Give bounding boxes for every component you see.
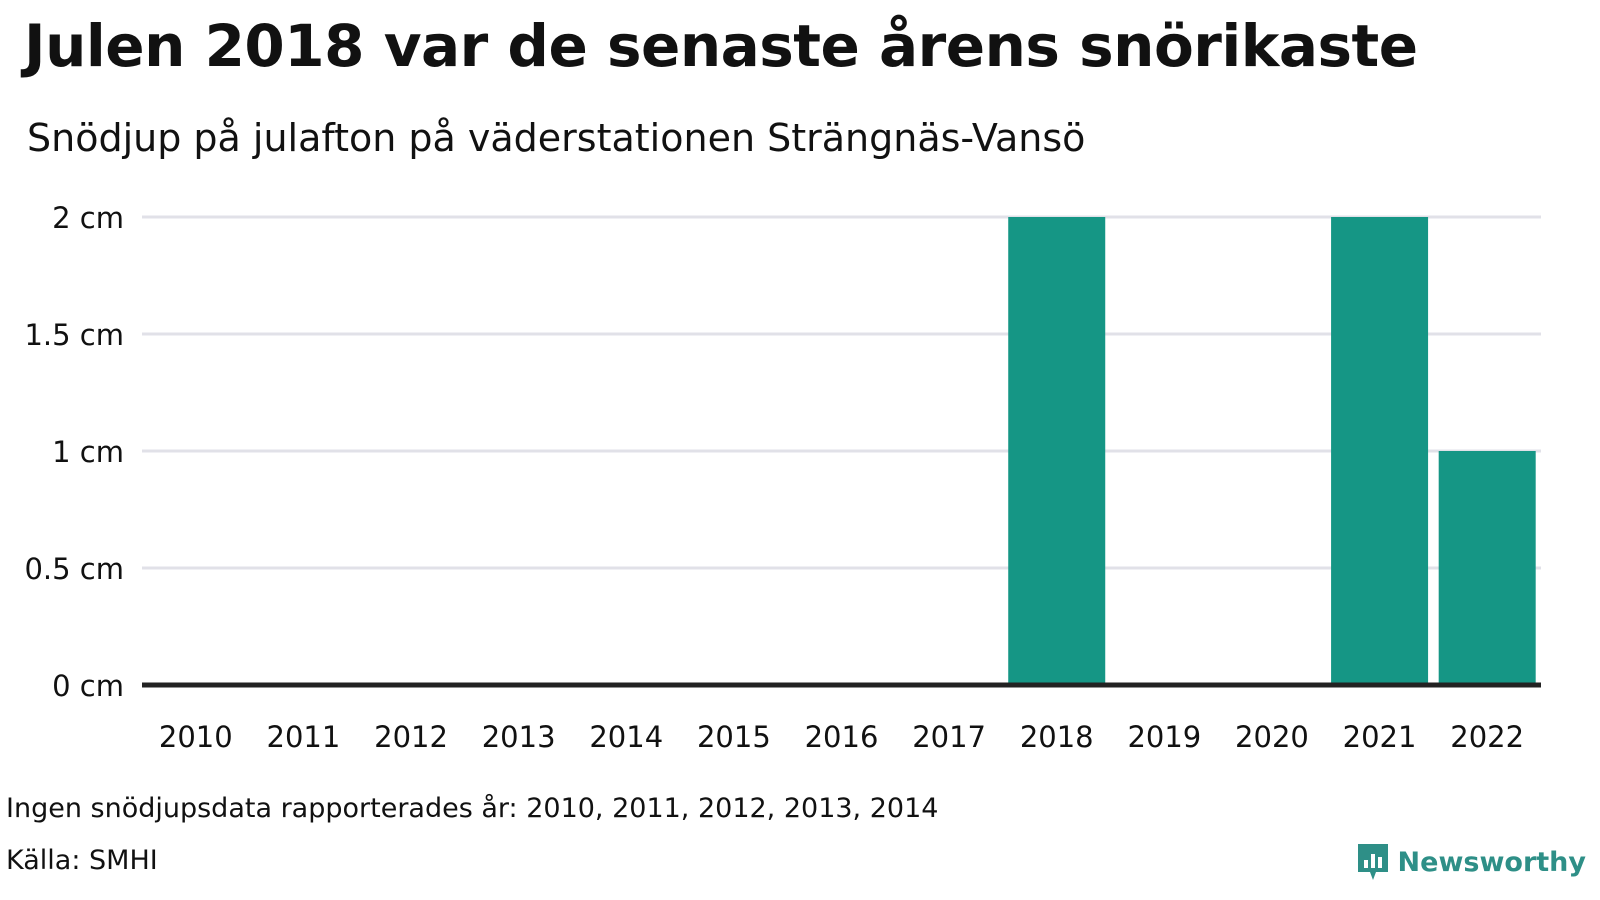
chart-title: Julen 2018 var de senaste årens snörikas… <box>24 12 1418 80</box>
x-tick-label: 2013 <box>482 720 556 754</box>
y-tick-label: 1 cm <box>52 435 124 469</box>
x-tick-label: 2015 <box>697 720 771 754</box>
y-tick-label: 0.5 cm <box>24 552 124 586</box>
x-tick-label: 2019 <box>1127 720 1201 754</box>
brand-name: Newsworthy <box>1397 846 1586 878</box>
axes: 0 cm 0.5 cm 1 cm 1.5 cm 2 cm 2010 2011 2012 2013… <box>24 201 1541 754</box>
bars <box>1008 217 1536 685</box>
x-tick-label: 2017 <box>912 720 986 754</box>
bar-2018 <box>1008 217 1106 685</box>
newsworthy-logo-icon <box>1357 844 1388 880</box>
bar-2021 <box>1331 217 1429 685</box>
y-tick-label: 1.5 cm <box>24 318 124 352</box>
x-tick-label: 2018 <box>1020 720 1094 754</box>
x-tick-label: 2012 <box>374 720 448 754</box>
y-tick-label: 2 cm <box>52 201 124 235</box>
x-tick-label: 2016 <box>805 720 879 754</box>
x-tick-label: 2020 <box>1235 720 1309 754</box>
missing-data-note: Ingen snödjupsdata rapporterades år: 201… <box>6 793 939 824</box>
x-tick-label: 2010 <box>159 720 233 754</box>
bar-chart: 0 cm 0.5 cm 1 cm 1.5 cm 2 cm 2010 2011 2012 2013… <box>24 201 1541 754</box>
bar-2022 <box>1438 451 1536 685</box>
y-tick-label: 0 cm <box>52 669 124 703</box>
x-tick-label: 2022 <box>1450 720 1524 754</box>
brand-logo: Newsworthy <box>1356 842 1586 882</box>
x-tick-label: 2011 <box>267 720 341 754</box>
chart-subtitle: Snödjup på julafton på väderstationen St… <box>27 116 1086 160</box>
x-tick-label: 2014 <box>589 720 663 754</box>
x-tick-label: 2021 <box>1343 720 1417 754</box>
source-note: Källa: SMHI <box>6 845 158 876</box>
gridlines <box>142 215 1541 570</box>
